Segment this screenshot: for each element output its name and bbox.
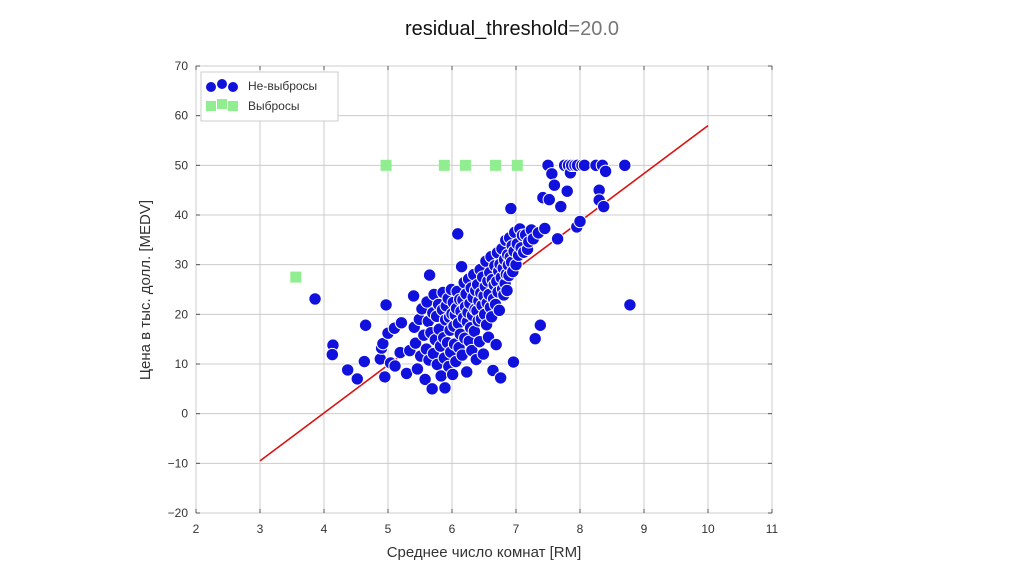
inlier-point bbox=[394, 316, 409, 330]
inlier-point bbox=[350, 372, 364, 386]
legend-inlier-marker bbox=[216, 78, 228, 90]
inlier-point bbox=[560, 184, 574, 198]
inlier-point bbox=[542, 192, 556, 207]
x-tick-label: 7 bbox=[513, 522, 520, 536]
y-tick-label: 60 bbox=[175, 109, 189, 123]
outlier-point bbox=[438, 159, 450, 171]
y-axis-label: Цена в тыс. долл. [MEDV] bbox=[137, 200, 154, 380]
inlier-point bbox=[358, 318, 373, 332]
x-tick-label: 2 bbox=[193, 522, 200, 536]
inlier-point bbox=[308, 292, 322, 306]
legend-inlier-markers bbox=[205, 78, 239, 93]
inlier-point bbox=[357, 354, 372, 369]
inlier-point bbox=[533, 318, 548, 332]
inlier-point bbox=[378, 370, 392, 384]
inlier-point bbox=[406, 289, 421, 303]
inlier-point bbox=[623, 298, 637, 312]
inlier-point bbox=[504, 201, 518, 216]
inlier-point bbox=[476, 347, 491, 361]
inlier-point bbox=[577, 158, 592, 173]
outlier-point bbox=[290, 271, 302, 283]
inlier-point bbox=[445, 367, 460, 382]
chart-title-value: 20.0 bbox=[580, 18, 620, 40]
y-tick-label: 40 bbox=[175, 208, 189, 222]
y-tick-label: 70 bbox=[175, 59, 189, 73]
legend-outlier-label: Выбросы bbox=[248, 99, 299, 113]
inlier-point bbox=[506, 355, 521, 369]
chart-title-equals: = bbox=[568, 18, 581, 40]
legend-outlier-marker bbox=[228, 101, 238, 111]
inlier-point bbox=[596, 199, 611, 214]
legend: Не-выбросы Выбросы bbox=[200, 71, 339, 122]
inlier-point bbox=[425, 382, 439, 396]
inlier-point bbox=[388, 359, 402, 373]
y-tick-label: −20 bbox=[168, 506, 189, 520]
x-tick-label: 5 bbox=[385, 522, 392, 536]
chart-title: residual_threshold=20.0 bbox=[0, 18, 1024, 41]
legend-outlier-markers bbox=[206, 99, 238, 111]
axis-ticks: 2 3 4 5 6 7 8 9 10 11 −20 −10 0 10 20 30 40 50 60 70 bbox=[168, 59, 779, 536]
y-tick-label: 20 bbox=[175, 307, 189, 321]
plot-frame bbox=[195, 65, 773, 514]
inlier-point bbox=[492, 303, 507, 318]
chart-title-param: residual_threshold bbox=[404, 18, 569, 40]
inlier-point bbox=[550, 232, 565, 246]
inlier-point bbox=[489, 337, 503, 352]
inlier-point bbox=[451, 227, 465, 241]
inlier-point bbox=[573, 214, 587, 229]
inlier-point bbox=[598, 164, 613, 178]
y-tick-label: 30 bbox=[175, 258, 189, 272]
inlier-point bbox=[554, 199, 568, 214]
inlier-point bbox=[438, 381, 452, 395]
outlier-point bbox=[511, 159, 523, 171]
x-tick-label: 4 bbox=[321, 522, 328, 536]
inlier-point bbox=[500, 283, 514, 298]
inlier-point bbox=[454, 259, 469, 274]
y-tick-label: −10 bbox=[168, 456, 189, 470]
outlier-point bbox=[490, 159, 502, 171]
inlier-point bbox=[460, 365, 474, 379]
legend-inlier-label: Не-выбросы bbox=[248, 79, 317, 93]
x-tick-label: 6 bbox=[449, 522, 456, 536]
inlier-point bbox=[547, 178, 562, 192]
y-tick-label: 0 bbox=[181, 407, 188, 421]
x-tick-label: 3 bbox=[257, 522, 264, 536]
x-axis-label: Среднее число комнат [RM] bbox=[387, 544, 582, 561]
inlier-point bbox=[325, 347, 340, 362]
x-tick-label: 10 bbox=[701, 522, 715, 536]
inlier-point bbox=[493, 371, 508, 385]
y-tick-label: 50 bbox=[175, 158, 189, 172]
inlier-point bbox=[545, 167, 559, 181]
y-tick-label: 10 bbox=[175, 357, 189, 371]
outlier-point bbox=[459, 159, 471, 171]
inlier-point bbox=[422, 268, 437, 282]
inlier-point bbox=[618, 158, 632, 173]
legend-inlier-marker bbox=[227, 81, 239, 93]
legend-outlier-marker bbox=[206, 101, 216, 111]
inlier-point bbox=[418, 372, 432, 387]
inlier-point bbox=[538, 221, 552, 236]
inlier-point bbox=[379, 298, 393, 312]
inlier-point bbox=[528, 331, 542, 346]
legend-inlier-marker bbox=[205, 81, 217, 93]
inlier-point bbox=[340, 363, 355, 377]
inlier-point bbox=[408, 336, 423, 350]
x-tick-label: 11 bbox=[766, 522, 779, 536]
legend-outlier-marker bbox=[217, 99, 227, 109]
points-layer bbox=[290, 158, 637, 396]
x-tick-label: 9 bbox=[641, 522, 648, 536]
x-tick-label: 8 bbox=[577, 522, 584, 536]
outlier-point bbox=[380, 159, 392, 171]
inlier-point bbox=[410, 362, 425, 376]
